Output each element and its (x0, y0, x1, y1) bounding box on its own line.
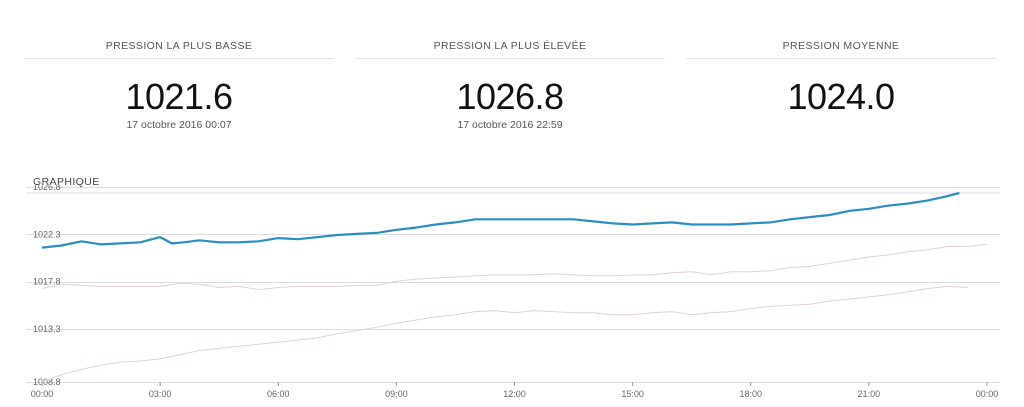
y-tick-label: 1022.3 (33, 229, 61, 239)
x-tick-label: 18:00 (739, 389, 762, 399)
series-line-reference (41, 243, 988, 291)
stat-highest-label: PRESSION LA PLUS ÉLEVÉE (355, 40, 665, 59)
stat-average-label: PRESSION MOYENNE (686, 40, 996, 59)
y-tick-label: 1013.3 (33, 324, 61, 334)
x-tick-label: 00:00 (976, 389, 999, 399)
x-tick-label: 06:00 (267, 389, 290, 399)
pressure-chart: 1008.8 1013.3 1017.8 1022.3 1026.8 00:00 03:00… (26, 185, 1000, 399)
x-tick-label: 21:00 (858, 389, 881, 399)
x-tick-label: 15:00 (621, 389, 644, 399)
x-tick-label: 00:00 (31, 389, 54, 399)
stat-lowest-pressure: PRESSION LA PLUS BASSE 1021.6 17 octobre… (24, 0, 334, 131)
y-tick-label: 1026.8 (33, 185, 61, 192)
chart-section-title: GRAPHIQUE (33, 176, 100, 188)
x-tick-label: 12:00 (503, 389, 526, 399)
series-line-reference (41, 285, 968, 383)
stat-lowest-label: PRESSION LA PLUS BASSE (24, 40, 334, 59)
stat-average-value: 1024.0 (787, 76, 895, 117)
stat-lowest-date: 17 octobre 2016 00:07 (126, 119, 232, 131)
y-tick-label: 1008.8 (33, 377, 61, 387)
stat-highest-value: 1026.8 (456, 76, 564, 117)
x-tick-label: 03:00 (149, 389, 172, 399)
stat-average-pressure: PRESSION MOYENNE 1024.0 (686, 0, 996, 117)
stat-highest-pressure: PRESSION LA PLUS ÉLEVÉE 1026.8 17 octobr… (355, 0, 665, 131)
stat-lowest-value: 1021.6 (125, 76, 233, 117)
stat-highest-date: 17 octobre 2016 22:59 (457, 119, 563, 131)
x-tick-label: 09:00 (385, 389, 408, 399)
series-line-current (41, 191, 960, 249)
y-tick-label: 1017.8 (33, 277, 61, 287)
